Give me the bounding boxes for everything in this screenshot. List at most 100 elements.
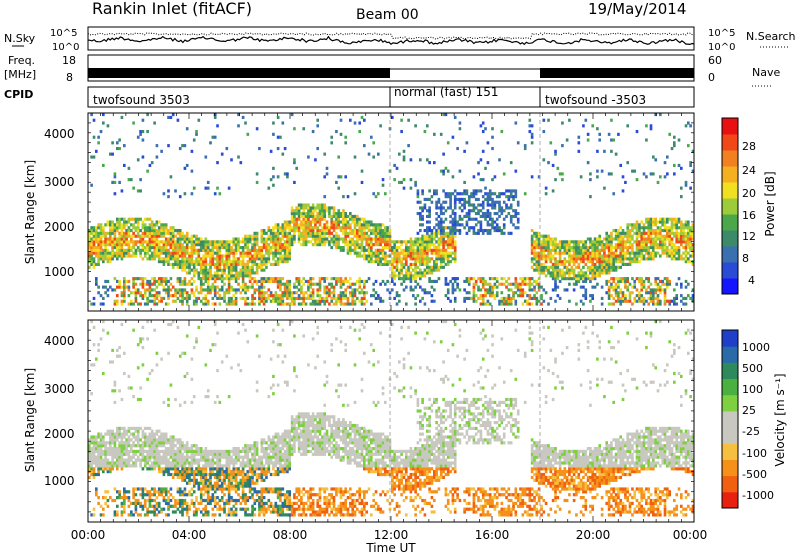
power-cell	[654, 243, 658, 247]
power-cell	[642, 279, 646, 284]
power-cell	[654, 279, 658, 284]
power-cell	[691, 294, 695, 298]
power-cell	[241, 262, 245, 267]
power-cell	[132, 186, 135, 190]
power-cell	[283, 248, 287, 252]
power-cell	[328, 288, 331, 292]
power-cell	[328, 214, 331, 219]
power-cell	[92, 234, 96, 238]
power-cell	[687, 260, 690, 264]
power-cell	[160, 296, 163, 301]
power-cell	[416, 243, 420, 247]
power-cell	[90, 112, 93, 117]
power-cell	[102, 112, 105, 117]
power-cell	[356, 243, 359, 247]
velocity-cell	[116, 449, 119, 454]
power-cell	[659, 243, 662, 247]
power-cell	[367, 223, 371, 227]
power-cell	[563, 251, 567, 255]
power-cell	[358, 299, 362, 303]
power-cell	[321, 296, 324, 301]
power-cell	[244, 240, 247, 244]
power-cell	[202, 260, 205, 264]
power-cell	[540, 285, 543, 289]
power-cell	[267, 186, 271, 190]
power-cell	[323, 285, 327, 289]
power-cell	[407, 277, 410, 281]
power-cell	[437, 226, 441, 230]
power-cell	[216, 265, 219, 269]
power-cell	[393, 254, 396, 258]
power-cell	[621, 228, 625, 233]
power-cell	[353, 291, 357, 295]
power-cell	[449, 237, 452, 241]
power-cell	[181, 237, 184, 241]
power-cell	[647, 296, 651, 301]
power-cell	[356, 237, 359, 241]
velocity-cell	[136, 458, 140, 462]
power-cell	[162, 231, 166, 235]
power-cell	[635, 243, 639, 247]
power-cell	[155, 245, 159, 250]
power-cell	[684, 248, 688, 252]
power-cell	[330, 217, 334, 221]
power-cell	[645, 299, 648, 303]
power-cell	[370, 231, 373, 235]
power-cell	[281, 260, 285, 264]
power-cell	[451, 237, 455, 241]
velocity-cell	[134, 435, 138, 439]
power-cell	[386, 262, 389, 267]
power-cell	[472, 282, 476, 286]
velocity-cell	[116, 455, 119, 459]
power-cell	[241, 274, 245, 278]
velocity-cell	[113, 455, 117, 459]
power-cell	[337, 299, 341, 303]
power-cell	[118, 285, 121, 289]
power-cell	[90, 155, 93, 159]
power-cell	[666, 248, 669, 252]
power-cell	[675, 217, 679, 221]
power-cell	[132, 282, 135, 286]
power-cell	[433, 279, 436, 284]
power-cell	[185, 260, 189, 264]
power-cell	[153, 288, 156, 292]
power-cell	[456, 220, 459, 224]
power-cell	[656, 226, 660, 230]
power-cell	[439, 209, 443, 213]
power-cell	[589, 279, 592, 284]
power-cell	[647, 231, 651, 235]
power-cell	[673, 248, 676, 252]
power-cell	[169, 231, 173, 235]
power-cell	[116, 141, 119, 145]
power-cell	[169, 234, 173, 238]
velocity-cell	[102, 452, 105, 456]
power-cell	[652, 291, 655, 295]
power-cell	[227, 277, 231, 281]
power-cell	[537, 271, 541, 275]
power-cell	[421, 240, 424, 244]
power-cell	[591, 262, 595, 267]
power-cell	[549, 254, 553, 258]
power-cell	[605, 240, 609, 244]
power-cell	[209, 243, 212, 247]
power-cell	[458, 231, 462, 235]
power-cell	[635, 220, 639, 224]
velocity-cell	[116, 438, 119, 442]
power-cell	[337, 155, 341, 159]
power-cell	[645, 226, 648, 230]
power-cell	[146, 234, 149, 238]
power-cell	[439, 254, 443, 258]
power-cell	[141, 296, 145, 301]
velocity-cell	[111, 447, 114, 451]
power-cell	[481, 214, 485, 219]
power-cell	[337, 209, 341, 213]
power-cell	[244, 268, 247, 272]
power-cell	[218, 248, 222, 252]
power-cell	[535, 302, 539, 306]
power-cell	[402, 288, 406, 292]
power-cell	[190, 260, 194, 264]
power-cell	[104, 279, 107, 284]
power-cell	[493, 175, 497, 179]
power-cell	[92, 243, 96, 247]
power-cell	[360, 234, 364, 238]
